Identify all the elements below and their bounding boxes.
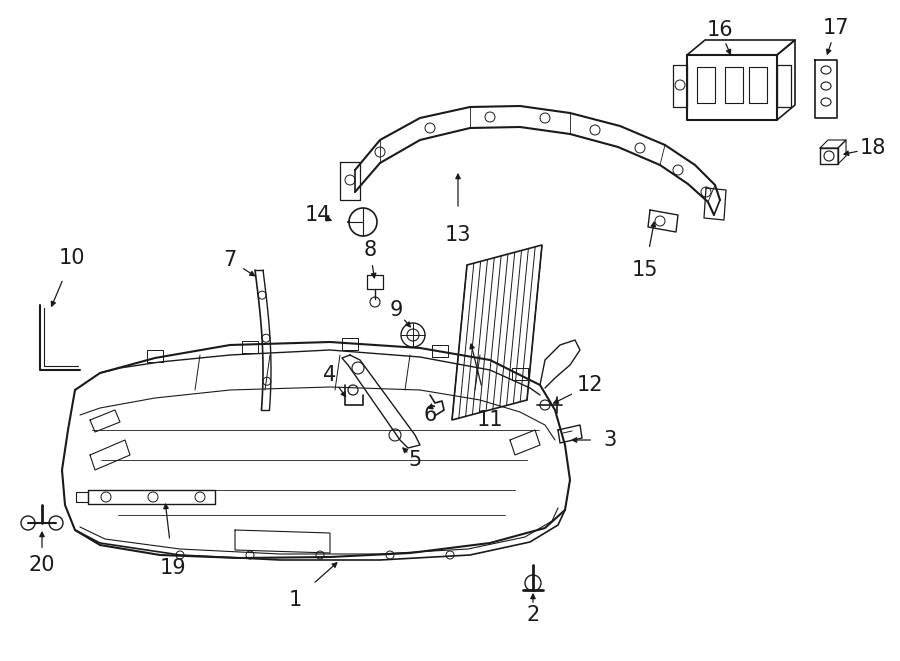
Text: 17: 17	[823, 18, 850, 38]
Text: 6: 6	[423, 405, 436, 425]
Text: 20: 20	[29, 555, 55, 575]
Text: 18: 18	[860, 138, 886, 158]
Text: 3: 3	[603, 430, 616, 450]
Text: 19: 19	[159, 558, 186, 578]
Text: 13: 13	[445, 225, 472, 245]
Text: 16: 16	[706, 20, 733, 40]
Text: 7: 7	[223, 250, 237, 270]
Text: 5: 5	[409, 450, 421, 470]
Text: 8: 8	[364, 240, 376, 260]
Text: 4: 4	[323, 365, 337, 385]
Text: 11: 11	[477, 410, 503, 430]
Text: 9: 9	[390, 300, 402, 320]
Text: 10: 10	[58, 248, 86, 268]
Text: 15: 15	[632, 260, 658, 280]
Text: 14: 14	[305, 205, 331, 225]
Text: 1: 1	[288, 590, 302, 610]
Text: 2: 2	[526, 605, 540, 625]
Text: 12: 12	[577, 375, 603, 395]
